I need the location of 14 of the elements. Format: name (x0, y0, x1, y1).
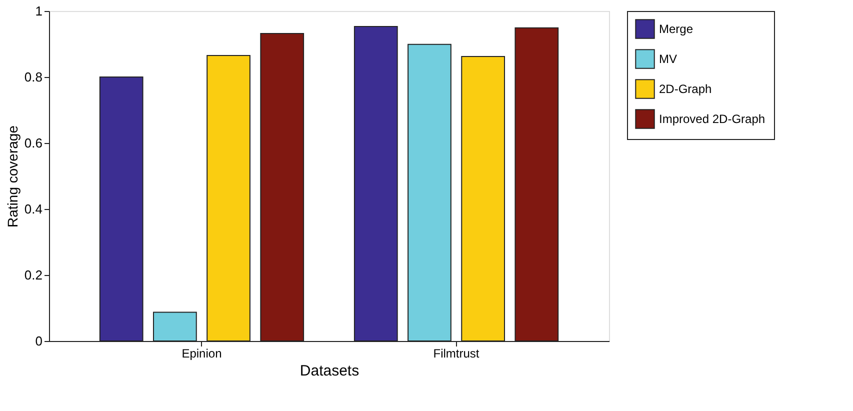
legend-label: Improved 2D-Graph (659, 112, 766, 126)
x-tick-label: Epinion (182, 346, 222, 360)
x-tick-label: Filmtrust (433, 346, 480, 360)
x-axis-title: Datasets (300, 362, 360, 380)
y-axis-title: Rating coverage (4, 125, 20, 228)
legend-label: Merge (659, 22, 694, 36)
y-tick-label: 0.8 (24, 70, 42, 84)
y-tick-label: 0.6 (24, 136, 42, 150)
y-tick-label: 0.4 (24, 202, 42, 216)
y-tick-label: 0.2 (24, 268, 42, 282)
y-tick-label: 1 (35, 4, 42, 18)
y-tick-label: 0 (35, 334, 42, 348)
legend-label: 2D-Graph (659, 82, 712, 96)
legend-label: MV (659, 52, 677, 66)
